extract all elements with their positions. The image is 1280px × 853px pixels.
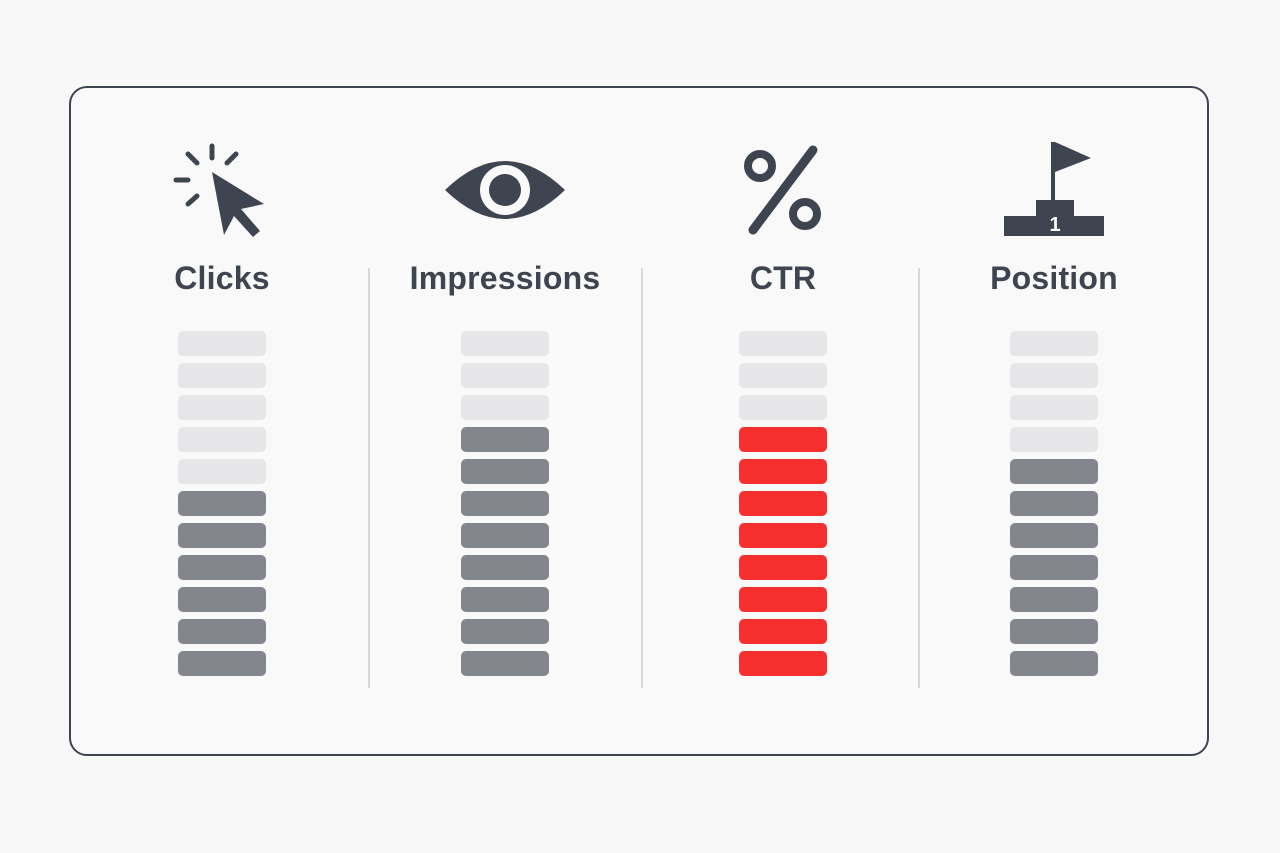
meter-segment-filled — [1010, 523, 1098, 548]
meter-segment-empty — [1010, 427, 1098, 452]
meter-segment-empty — [739, 363, 827, 388]
meter-segment-filled — [739, 523, 827, 548]
metric-label: CTR — [749, 260, 817, 296]
meter-segment-empty — [178, 363, 266, 388]
meter-segment-filled — [178, 491, 266, 516]
meter-segment-empty — [739, 331, 827, 356]
meter-segment-empty — [178, 395, 266, 420]
meter-segment-filled — [739, 651, 827, 676]
meter-segment-filled — [739, 587, 827, 612]
metric-meter — [178, 331, 266, 683]
meter-segment-filled — [461, 587, 549, 612]
column-divider — [918, 268, 920, 688]
column-divider — [641, 268, 643, 688]
meter-segment-filled — [461, 427, 549, 452]
metrics-card: Clicks Impressions CTR — [69, 86, 1209, 756]
metric-label: Position — [990, 260, 1118, 296]
meter-segment-filled — [739, 555, 827, 580]
meter-segment-empty — [178, 427, 266, 452]
percent-icon — [733, 138, 833, 238]
meter-segment-filled — [1010, 555, 1098, 580]
metric-meter — [461, 331, 549, 683]
meter-segment-filled — [461, 459, 549, 484]
meter-segment-empty — [1010, 395, 1098, 420]
meter-segment-filled — [1010, 459, 1098, 484]
meter-segment-filled — [1010, 491, 1098, 516]
meter-segment-filled — [739, 491, 827, 516]
column-divider — [368, 268, 370, 688]
meter-segment-filled — [739, 427, 827, 452]
cursor-click-icon — [172, 138, 272, 238]
metric-meter — [1010, 331, 1098, 683]
meter-segment-filled — [1010, 651, 1098, 676]
meter-segment-empty — [1010, 363, 1098, 388]
podium-flag-icon: 1 — [1004, 138, 1104, 238]
meter-segment-filled — [1010, 587, 1098, 612]
eye-icon — [445, 138, 565, 238]
meter-segment-empty — [739, 395, 827, 420]
metric-label: Clicks — [174, 260, 270, 296]
meter-segment-filled — [178, 651, 266, 676]
meter-segment-filled — [178, 619, 266, 644]
meter-segment-empty — [461, 331, 549, 356]
meter-segment-empty — [178, 459, 266, 484]
meter-segment-filled — [461, 491, 549, 516]
meter-segment-filled — [178, 587, 266, 612]
metric-meter — [739, 331, 827, 683]
meter-segment-filled — [178, 555, 266, 580]
meter-segment-filled — [461, 651, 549, 676]
metric-label: Impressions — [409, 260, 601, 296]
meter-segment-filled — [739, 459, 827, 484]
meter-segment-filled — [178, 523, 266, 548]
meter-segment-filled — [1010, 619, 1098, 644]
meter-segment-empty — [178, 331, 266, 356]
meter-segment-filled — [461, 523, 549, 548]
meter-segment-empty — [1010, 331, 1098, 356]
meter-segment-filled — [461, 619, 549, 644]
svg-text:1: 1 — [1049, 214, 1060, 236]
meter-segment-empty — [461, 363, 549, 388]
meter-segment-empty — [461, 395, 549, 420]
meter-segment-filled — [739, 619, 827, 644]
meter-segment-filled — [461, 555, 549, 580]
